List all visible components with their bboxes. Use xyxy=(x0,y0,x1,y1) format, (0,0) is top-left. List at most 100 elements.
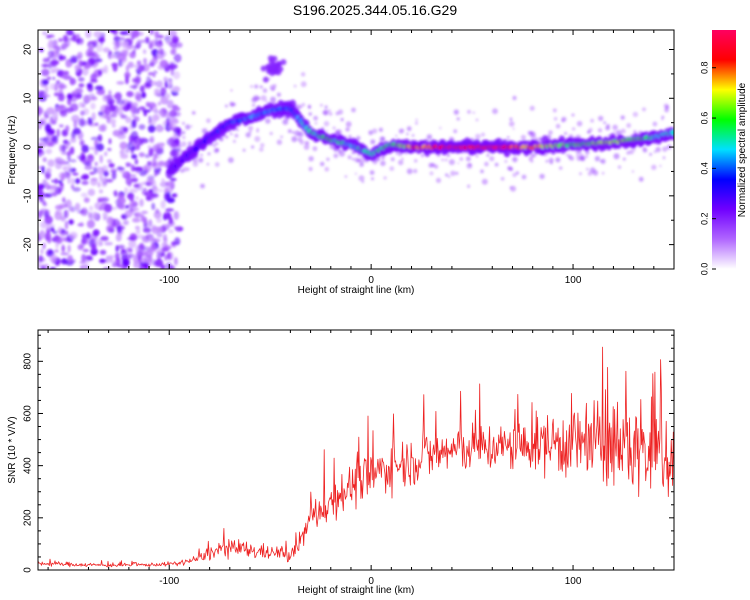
noise-blob xyxy=(618,165,621,169)
noise-blob xyxy=(459,157,464,161)
noise-blob xyxy=(173,257,178,266)
noise-blob xyxy=(45,234,49,242)
noise-blob xyxy=(282,119,289,125)
noise-blob xyxy=(305,141,310,146)
noise-blob xyxy=(586,130,590,134)
noise-blob xyxy=(101,165,109,174)
noise-blob xyxy=(54,178,58,185)
noise-blob xyxy=(108,163,115,168)
noise-blob xyxy=(76,39,81,46)
noise-blob xyxy=(509,117,513,121)
noise-blob xyxy=(265,118,271,124)
noise-blob xyxy=(172,86,181,93)
noise-blob xyxy=(545,159,549,163)
noise-blob xyxy=(173,131,177,139)
noise-blob xyxy=(447,175,451,178)
noise-blob xyxy=(155,258,164,267)
noise-blob xyxy=(40,197,45,203)
noise-blob xyxy=(565,153,569,157)
noise-blob xyxy=(47,226,51,230)
noise-blob xyxy=(357,153,360,156)
noise-blob xyxy=(168,120,173,130)
noise-blob xyxy=(248,125,254,131)
ridge-blob xyxy=(260,65,267,72)
noise-blob xyxy=(180,141,187,147)
noise-blob xyxy=(435,177,442,183)
noise-blob xyxy=(129,188,138,193)
noise-blob xyxy=(90,73,97,82)
noise-blob xyxy=(400,128,405,133)
noise-blob xyxy=(95,58,103,63)
colorbar-gradient xyxy=(712,30,736,269)
noise-blob xyxy=(161,142,165,150)
noise-blob xyxy=(99,173,103,182)
noise-blob xyxy=(152,238,161,243)
noise-blob xyxy=(130,130,139,140)
noise-blob xyxy=(38,261,41,269)
noise-blob xyxy=(109,105,116,112)
noise-blob xyxy=(520,134,527,140)
noise-blob xyxy=(122,220,129,226)
noise-blob xyxy=(63,202,68,209)
noise-blob xyxy=(181,121,186,125)
noise-blob xyxy=(631,170,635,173)
noise-blob xyxy=(207,152,211,156)
noise-blob xyxy=(67,244,71,253)
noise-blob xyxy=(600,158,606,164)
noise-blob xyxy=(157,48,164,54)
noise-blob xyxy=(313,115,318,121)
noise-blob xyxy=(81,180,89,185)
noise-blob xyxy=(332,126,336,130)
noise-blob xyxy=(56,128,60,138)
noise-blob xyxy=(148,257,153,267)
noise-blob xyxy=(98,37,105,43)
noise-blob xyxy=(42,31,48,35)
noise-blob xyxy=(41,79,49,86)
noise-blob xyxy=(467,184,470,188)
noise-blob xyxy=(135,251,144,258)
noise-blob xyxy=(136,39,142,45)
noise-blob xyxy=(142,109,151,113)
noise-blob xyxy=(125,102,131,111)
noise-blob xyxy=(251,145,255,149)
noise-blob xyxy=(356,135,361,141)
noise-blob xyxy=(145,36,150,44)
noise-blob xyxy=(413,159,418,163)
noise-blob xyxy=(206,118,211,124)
noise-blob xyxy=(108,138,112,145)
noise-blob xyxy=(135,196,139,201)
noise-blob xyxy=(49,253,58,263)
noise-blob xyxy=(44,215,53,225)
noise-blob xyxy=(90,136,100,141)
noise-blob xyxy=(117,107,123,116)
noise-blob xyxy=(38,137,48,142)
noise-blob xyxy=(50,60,60,65)
noise-blob xyxy=(308,112,313,116)
noise-blob xyxy=(166,99,174,109)
noise-blob xyxy=(93,30,102,38)
noise-blob xyxy=(143,216,148,225)
noise-blob xyxy=(156,232,163,238)
noise-blob xyxy=(88,44,94,48)
noise-blob xyxy=(260,95,267,102)
noise-blob xyxy=(67,163,72,172)
snr-ylabel: SNR (10 * V/V) xyxy=(7,416,18,483)
noise-blob xyxy=(561,119,564,123)
noise-blob xyxy=(62,34,69,43)
noise-blob xyxy=(39,48,44,53)
noise-blob xyxy=(67,254,73,264)
noise-blob xyxy=(406,168,413,175)
noise-blob xyxy=(92,229,100,237)
spectrogram-ylabel: Frequency (Hz) xyxy=(7,116,18,185)
noise-blob xyxy=(507,166,512,171)
noise-blob xyxy=(63,146,69,149)
noise-blob xyxy=(57,180,63,184)
noise-blob xyxy=(47,50,55,59)
noise-blob xyxy=(69,231,78,239)
spectrogram-xlabel: Height of straight line (km) xyxy=(298,285,415,296)
noise-blob xyxy=(177,144,182,149)
noise-blob xyxy=(63,209,69,219)
noise-blob xyxy=(135,93,143,102)
noise-blob xyxy=(120,114,128,119)
noise-blob xyxy=(149,30,154,36)
